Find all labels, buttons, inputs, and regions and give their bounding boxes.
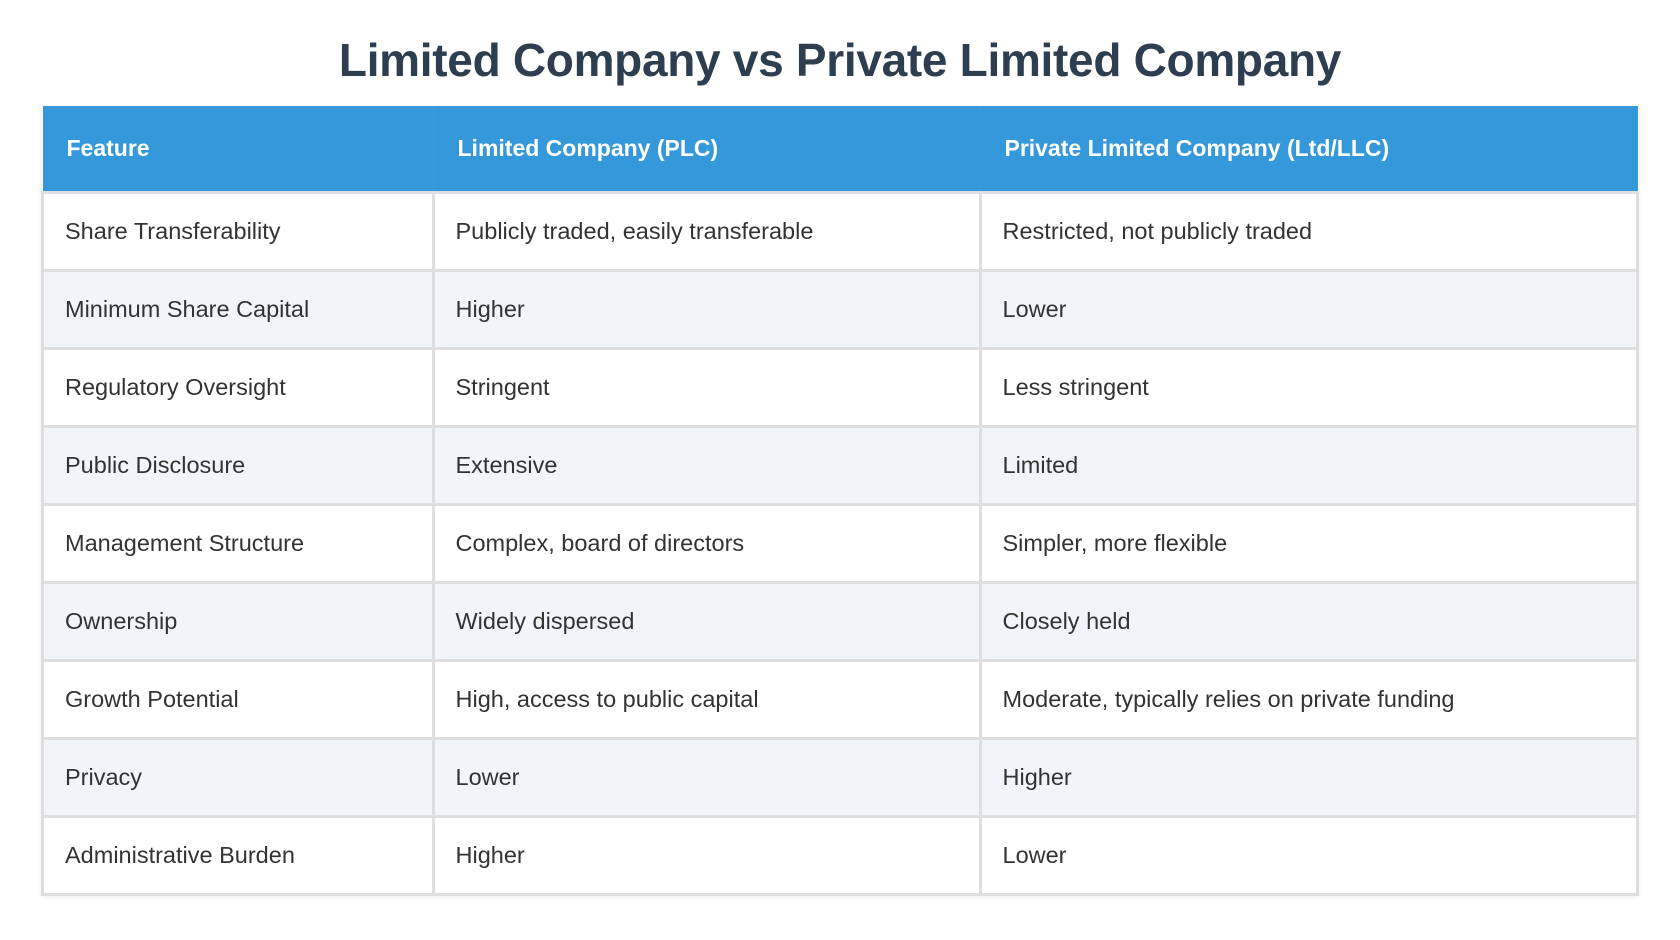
ltd-cell: Lower <box>978 270 1639 350</box>
table-row: Management Structure Complex, board of d… <box>41 504 1639 584</box>
feature-cell: Share Transferability <box>41 192 435 272</box>
ltd-cell: Moderate, typically relies on private fu… <box>978 660 1639 740</box>
table-row: Minimum Share Capital Higher Lower <box>41 270 1639 350</box>
page-title: Limited Company vs Private Limited Compa… <box>338 34 1342 86</box>
table-row: Privacy Lower Higher <box>41 738 1639 818</box>
ltd-cell: Lower <box>978 816 1639 896</box>
feature-cell: Administrative Burden <box>41 816 435 896</box>
plc-cell: Lower <box>431 738 982 818</box>
ltd-cell: Higher <box>978 738 1639 818</box>
plc-cell: Higher <box>431 816 982 896</box>
comparison-table: Feature Limited Company (PLC) Private Li… <box>41 106 1639 896</box>
plc-cell: Publicly traded, easily transferable <box>431 192 982 272</box>
column-header-plc: Limited Company (PLC) <box>433 106 981 194</box>
ltd-cell: Restricted, not publicly traded <box>978 192 1639 272</box>
ltd-cell: Limited <box>978 426 1639 506</box>
feature-cell: Minimum Share Capital <box>41 270 435 350</box>
plc-cell: Higher <box>431 270 982 350</box>
ltd-cell: Closely held <box>978 582 1639 662</box>
table-row: Public Disclosure Extensive Limited <box>41 426 1639 506</box>
table-row: Administrative Burden Higher Lower <box>41 816 1639 896</box>
feature-cell: Public Disclosure <box>41 426 435 506</box>
feature-cell: Management Structure <box>41 504 435 584</box>
plc-cell: Widely dispersed <box>431 582 982 662</box>
feature-cell: Privacy <box>41 738 435 818</box>
table-row: Regulatory Oversight Stringent Less stri… <box>41 348 1639 428</box>
plc-cell: Stringent <box>431 348 982 428</box>
ltd-cell: Less stringent <box>978 348 1639 428</box>
feature-cell: Growth Potential <box>41 660 435 740</box>
table-row: Share Transferability Publicly traded, e… <box>41 192 1639 272</box>
column-header-feature: Feature <box>42 106 434 194</box>
ltd-cell: Simpler, more flexible <box>978 504 1639 584</box>
table-row: Growth Potential High, access to public … <box>41 660 1639 740</box>
feature-cell: Regulatory Oversight <box>41 348 435 428</box>
feature-cell: Ownership <box>41 582 435 662</box>
plc-cell: High, access to public capital <box>431 660 982 740</box>
plc-cell: Complex, board of directors <box>431 504 982 584</box>
table-header-row: Feature Limited Company (PLC) Private Li… <box>42 106 1638 194</box>
plc-cell: Extensive <box>431 426 982 506</box>
column-header-ltd: Private Limited Company (Ltd/LLC) <box>980 106 1638 194</box>
table-row: Ownership Widely dispersed Closely held <box>41 582 1639 662</box>
